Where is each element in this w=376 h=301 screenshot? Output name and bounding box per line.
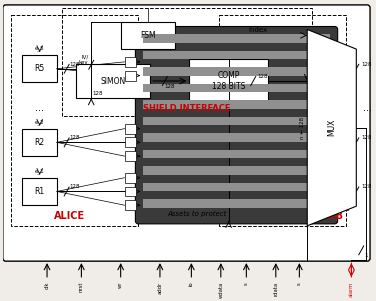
Bar bbox=[124, 138, 136, 147]
Bar bbox=[337, 151, 349, 161]
Bar bbox=[143, 183, 330, 191]
Bar bbox=[143, 84, 330, 92]
Bar bbox=[143, 101, 330, 109]
Text: FSM: FSM bbox=[140, 31, 156, 40]
Bar bbox=[143, 133, 330, 142]
Text: wr: wr bbox=[118, 282, 123, 288]
Text: clk: clk bbox=[44, 282, 50, 289]
FancyBboxPatch shape bbox=[3, 5, 370, 261]
Text: R5: R5 bbox=[35, 64, 45, 73]
Text: index: index bbox=[249, 27, 268, 33]
Text: 1: 1 bbox=[364, 253, 368, 258]
FancyBboxPatch shape bbox=[135, 26, 338, 224]
Bar bbox=[121, 22, 175, 49]
Bar bbox=[11, 15, 138, 226]
Bar bbox=[124, 124, 136, 134]
Bar bbox=[143, 67, 330, 76]
Text: IV/
key: IV/ key bbox=[79, 54, 88, 65]
Text: SHIELD INTERFACE: SHIELD INTERFACE bbox=[143, 104, 230, 113]
Bar bbox=[190, 59, 268, 103]
Bar bbox=[337, 200, 349, 210]
Bar bbox=[23, 178, 57, 205]
Text: 128: 128 bbox=[70, 62, 80, 67]
Text: ALICE: ALICE bbox=[54, 211, 85, 221]
Text: Assets to protect: Assets to protect bbox=[168, 211, 227, 217]
Bar bbox=[124, 173, 136, 183]
Bar bbox=[337, 57, 349, 67]
Bar bbox=[143, 51, 330, 59]
Bar bbox=[23, 129, 57, 156]
Bar bbox=[143, 200, 330, 208]
Text: 128: 128 bbox=[165, 84, 175, 89]
Bar bbox=[143, 166, 330, 175]
Text: MUX: MUX bbox=[327, 119, 336, 136]
Bar bbox=[124, 57, 136, 67]
Bar bbox=[337, 124, 349, 134]
Text: 128: 128 bbox=[70, 135, 80, 140]
Text: addr: addr bbox=[158, 282, 162, 294]
Bar bbox=[23, 55, 57, 82]
Text: R2: R2 bbox=[35, 138, 45, 147]
Text: e_5: e_5 bbox=[35, 45, 44, 51]
Text: alarm: alarm bbox=[349, 282, 354, 297]
Text: COMP
128 BITS: COMP 128 BITS bbox=[212, 71, 246, 91]
Bar bbox=[124, 71, 136, 80]
Bar bbox=[337, 187, 349, 196]
Text: 128: 128 bbox=[361, 62, 372, 67]
Bar bbox=[143, 34, 330, 43]
Bar bbox=[124, 187, 136, 196]
Bar bbox=[219, 15, 347, 226]
Bar bbox=[143, 150, 330, 158]
Bar bbox=[337, 71, 349, 80]
Polygon shape bbox=[307, 29, 356, 226]
Text: BOB: BOB bbox=[320, 211, 343, 221]
Text: nrst: nrst bbox=[79, 282, 84, 292]
Bar bbox=[62, 8, 312, 116]
Text: SIMON: SIMON bbox=[101, 76, 126, 85]
Bar bbox=[337, 173, 349, 183]
Bar bbox=[76, 64, 150, 98]
Text: e_2: e_2 bbox=[35, 119, 44, 125]
Text: io: io bbox=[189, 282, 194, 287]
Text: s: s bbox=[297, 282, 302, 284]
Text: rdata: rdata bbox=[273, 282, 278, 296]
Bar bbox=[124, 151, 136, 161]
Bar bbox=[337, 138, 349, 147]
Text: s: s bbox=[244, 282, 249, 284]
Text: 128: 128 bbox=[361, 185, 372, 190]
Text: ...: ... bbox=[363, 103, 372, 113]
Text: R1: R1 bbox=[35, 187, 45, 196]
Bar bbox=[143, 117, 330, 125]
Text: ...: ... bbox=[35, 103, 44, 113]
Text: n ← 128: n ← 128 bbox=[300, 116, 305, 139]
Text: 128: 128 bbox=[258, 74, 268, 79]
Text: e_1: e_1 bbox=[35, 168, 44, 174]
Text: 128: 128 bbox=[70, 185, 80, 190]
Text: 128: 128 bbox=[92, 91, 103, 96]
Bar bbox=[124, 200, 136, 210]
Text: 128: 128 bbox=[361, 135, 372, 140]
Text: wdata: wdata bbox=[218, 282, 223, 298]
